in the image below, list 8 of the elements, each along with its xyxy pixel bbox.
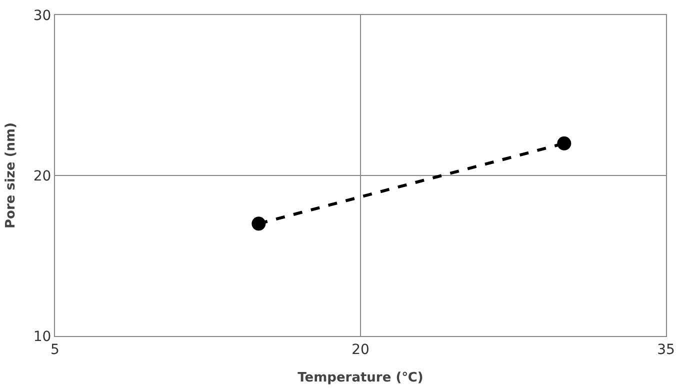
y-tick-label: 30 [33,8,52,24]
x-tick-label: 20 [352,342,370,358]
x-tick-label: 5 [50,342,60,358]
y-axis-title: Pore size (nm) [3,122,18,228]
x-tick-label: 35 [657,342,675,358]
y-tick-label: 10 [33,328,52,345]
y-tick-label: 20 [33,168,52,184]
x-axis-title: Temperature (℃) [298,370,424,386]
